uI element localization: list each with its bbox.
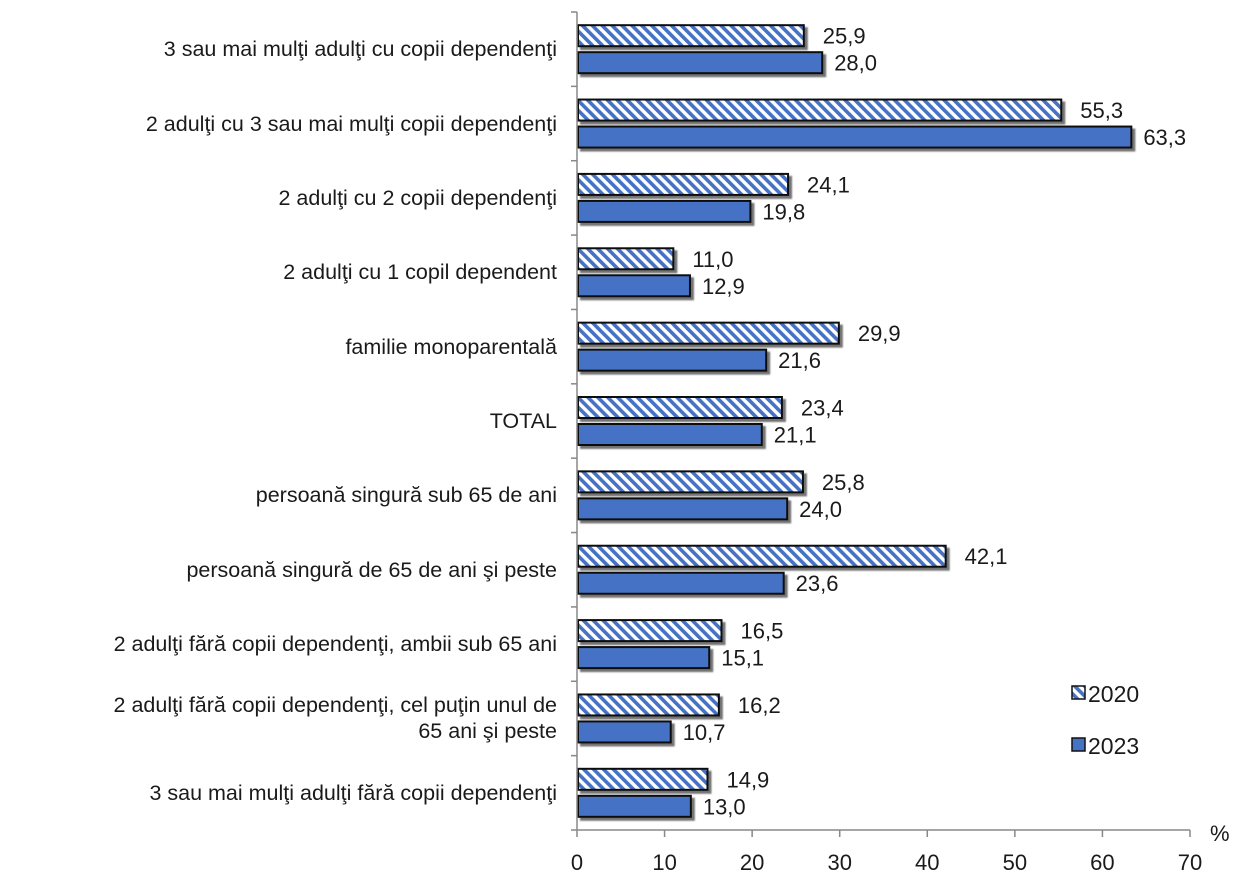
data-label-2020-6: 23,4 — [801, 396, 844, 421]
bar-2023-8 — [577, 571, 785, 595]
legend-label-2023: 2023 — [1088, 733, 1139, 759]
data-label-2023-4: 12,9 — [702, 274, 745, 299]
bar-2020-4 — [577, 247, 675, 271]
data-label-2023-8: 23,6 — [796, 571, 839, 596]
bar-2023-4 — [577, 274, 691, 298]
bar-2023-3 — [577, 199, 752, 223]
x-tick-label: 20 — [740, 850, 764, 875]
x-tick-label: 70 — [1178, 850, 1202, 875]
bar-2020-9 — [577, 619, 723, 643]
bar-2020-6 — [577, 396, 783, 419]
data-label-2023-7: 24,0 — [799, 497, 842, 522]
bar-2020-7 — [577, 470, 804, 494]
legend-swatch-2023 — [1071, 737, 1086, 752]
category-label-line: 3 sau mai mulţi adulţi cu copii dependen… — [163, 37, 557, 62]
data-label-2020-4: 11,0 — [692, 247, 733, 272]
category-label-line: persoană singură de 65 de ani şi peste — [186, 557, 557, 582]
category-label: 2 adulţi cu 1 copil dependent — [0, 259, 557, 285]
bar-2023-7 — [577, 497, 789, 521]
category-label: TOTAL — [0, 408, 557, 434]
data-label-2023-6: 21,1 — [774, 423, 817, 448]
legend-swatch-2020 — [1071, 685, 1086, 700]
category-label-line: 2 adulţi fără copii dependenţi, ambii su… — [113, 632, 557, 657]
category-label-line: persoană singură sub 65 de ani — [255, 483, 557, 508]
category-label: 2 adulţi fără copii dependenţi, cel puţi… — [0, 692, 557, 744]
data-label-2023-1: 28,0 — [834, 51, 877, 76]
data-label-2023-11: 13,0 — [703, 794, 746, 819]
bar-2023-1 — [577, 51, 824, 75]
x-axis-unit-label: % — [1210, 821, 1230, 846]
bar-2020-1 — [577, 24, 805, 48]
category-label: 3 sau mai mulţi adulţi cu copii dependen… — [0, 36, 557, 62]
category-label-line: 3 sau mai mulţi adulţi fără copii depend… — [149, 780, 557, 805]
bar-2020-10 — [577, 693, 720, 717]
category-label-line: TOTAL — [489, 409, 557, 433]
category-label-line: 2 adulţi cu 2 copii dependenţi — [278, 185, 557, 210]
category-label-line: 2 adulţi cu 3 sau mai mulţi copii depend… — [145, 111, 557, 136]
bar-2023-9 — [577, 646, 711, 670]
category-label: 2 adulţi cu 3 sau mai mulţi copii depend… — [0, 111, 557, 137]
data-label-2020-1: 25,9 — [823, 24, 866, 49]
data-label-2020-5: 29,9 — [858, 321, 901, 346]
category-label-line: 2 adulţi fără copii dependenţi, cel puţi… — [113, 693, 557, 718]
category-label: 2 adulţi cu 2 copii dependenţi — [0, 185, 557, 211]
data-label-2020-7: 25,8 — [822, 470, 865, 495]
data-label-2020-3: 24,1 — [807, 172, 850, 197]
data-label-2023-3: 19,8 — [762, 199, 805, 224]
category-label-line: 65 ani şi peste — [418, 719, 557, 744]
bar-2023-10 — [577, 720, 672, 744]
x-tick-label: 30 — [827, 850, 851, 875]
bar-2023-11 — [577, 794, 692, 818]
data-label-2023-2: 63,3 — [1143, 125, 1186, 150]
category-label: 3 sau mai mulţi adulţi fără copii depend… — [0, 780, 557, 806]
data-label-2020-10: 16,2 — [738, 693, 781, 718]
data-label-2023-9: 15,1 — [721, 646, 764, 671]
data-label-2020-2: 55,3 — [1080, 98, 1123, 123]
category-label: persoană singură de 65 de ani şi peste — [0, 557, 557, 583]
data-label-2020-9: 16,5 — [740, 619, 783, 644]
legend-label-2020: 2020 — [1088, 681, 1139, 707]
category-label: familie monoparentală — [0, 334, 557, 360]
x-tick-label: 60 — [1090, 850, 1114, 875]
data-label-2023-5: 21,6 — [778, 348, 821, 373]
bar-2020-5 — [577, 321, 840, 345]
x-tick-label: 50 — [1003, 850, 1027, 875]
bar-2023-6 — [577, 423, 763, 446]
legend: 2020 2023 — [1071, 681, 1139, 759]
data-label-2023-10: 10,7 — [683, 720, 726, 745]
category-label: persoană singură sub 65 de ani — [0, 482, 557, 508]
data-label-2020-8: 42,1 — [965, 544, 1008, 569]
bar-2020-8 — [577, 544, 947, 568]
category-label: 2 adulţi fără copii dependenţi, ambii su… — [0, 631, 557, 657]
x-tick-label: 40 — [915, 850, 939, 875]
x-tick-label: 10 — [652, 850, 676, 875]
category-label-line: familie monoparentală — [345, 334, 557, 359]
x-tick-label: 0 — [571, 850, 583, 875]
category-label-line: 2 adulţi cu 1 copil dependent — [283, 260, 557, 285]
bar-2020-11 — [577, 767, 709, 791]
bar-2020-3 — [577, 172, 790, 196]
bar-2023-5 — [577, 348, 768, 372]
bar-2023-2 — [577, 125, 1133, 149]
data-label-2020-11: 14,9 — [726, 767, 769, 792]
bar-2020-2 — [577, 98, 1063, 122]
